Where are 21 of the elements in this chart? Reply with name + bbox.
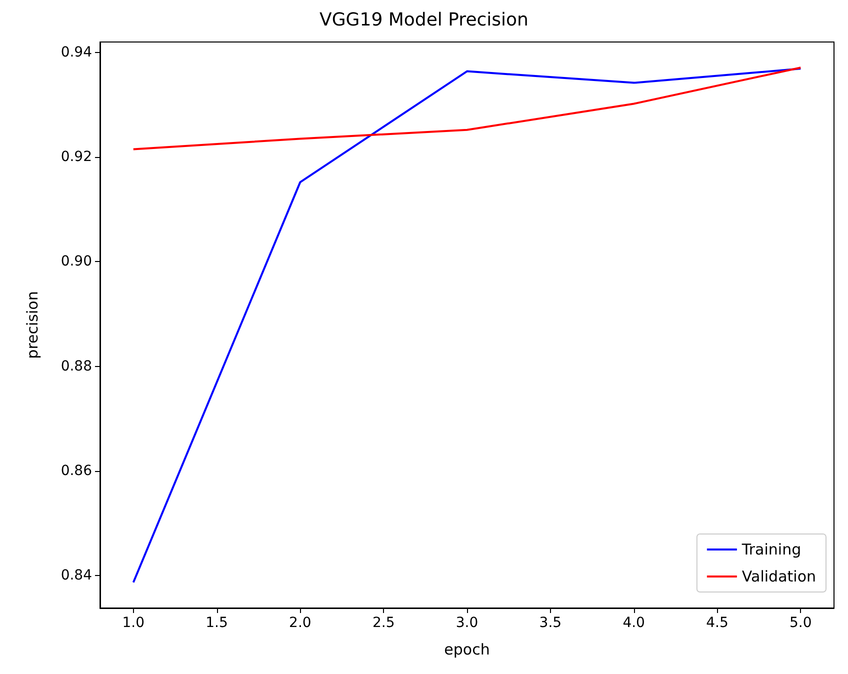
chart-title: VGG19 Model Precision — [320, 10, 528, 30]
x-tick-label: 2.5 — [372, 615, 395, 631]
y-axis-title: precision — [24, 291, 42, 359]
x-tick-label: 1.5 — [206, 615, 228, 631]
x-tick-label: 5.0 — [790, 615, 812, 631]
line-series — [132, 66, 802, 150]
x-tick-label: 3.5 — [539, 615, 562, 631]
x-tick-label: 2.0 — [289, 615, 312, 631]
y-tick-label: 0.88 — [60, 358, 92, 374]
y-tick-label: 0.84 — [60, 568, 92, 584]
y-tick-label: 0.94 — [60, 44, 92, 60]
y-tick-label: 0.86 — [60, 462, 92, 479]
x-axis-title: epoch — [444, 640, 490, 658]
y-tick-label: 0.92 — [60, 149, 92, 166]
x-tick-label: 4.5 — [706, 615, 728, 631]
x-tick-label: 1.0 — [122, 615, 144, 631]
legend-label: Validation — [742, 568, 816, 586]
x-tick-label: 4.0 — [622, 615, 645, 631]
x-tick-label: 3.0 — [456, 615, 478, 631]
legend-label: Training — [740, 540, 802, 558]
y-tick-label: 0.90 — [60, 254, 92, 270]
